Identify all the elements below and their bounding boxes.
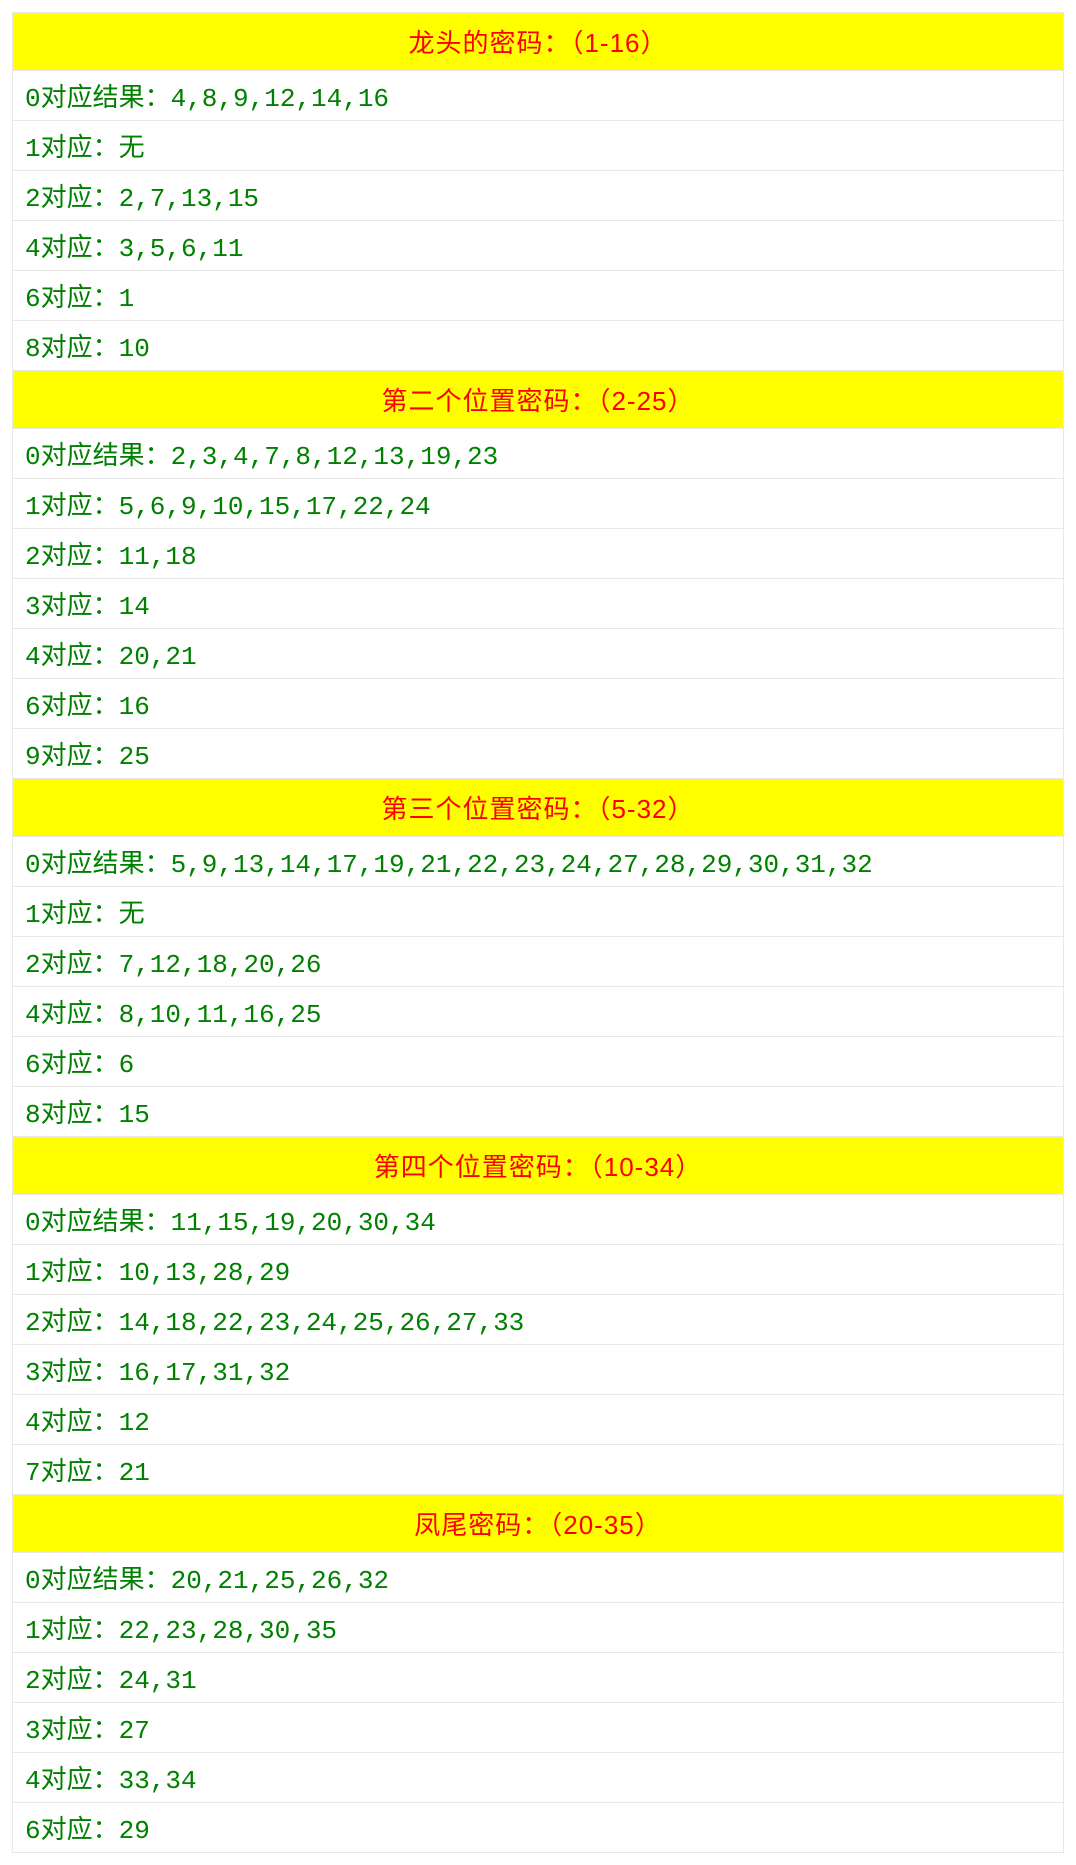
- data-row: 1对应：无: [12, 121, 1064, 171]
- section-header: 第二个位置密码：（2-25）: [12, 371, 1064, 429]
- section-header: 龙头的密码：（1-16）: [12, 12, 1064, 71]
- data-row: 1对应：无: [12, 887, 1064, 937]
- data-row: 1对应：5,6,9,10,15,17,22,24: [12, 479, 1064, 529]
- data-row: 4对应：3,5,6,11: [12, 221, 1064, 271]
- data-row: 3对应：27: [12, 1703, 1064, 1753]
- data-row: 0对应结果：20,21,25,26,32: [12, 1553, 1064, 1603]
- data-row: 3对应：16,17,31,32: [12, 1345, 1064, 1395]
- data-row: 6对应：29: [12, 1803, 1064, 1853]
- section-header: 凤尾密码：（20-35）: [12, 1495, 1064, 1553]
- section: 龙头的密码：（1-16）0对应结果：4,8,9,12,14,161对应：无2对应…: [12, 12, 1064, 371]
- page-container: 龙头的密码：（1-16）0对应结果：4,8,9,12,14,161对应：无2对应…: [0, 0, 1076, 1865]
- section-header: 第三个位置密码：（5-32）: [12, 779, 1064, 837]
- data-row: 0对应结果：5,9,13,14,17,19,21,22,23,24,27,28,…: [12, 837, 1064, 887]
- data-row: 2对应：14,18,22,23,24,25,26,27,33: [12, 1295, 1064, 1345]
- data-row: 4对应：33,34: [12, 1753, 1064, 1803]
- section: 第四个位置密码：（10-34）0对应结果：11,15,19,20,30,341对…: [12, 1137, 1064, 1495]
- section: 第三个位置密码：（5-32）0对应结果：5,9,13,14,17,19,21,2…: [12, 779, 1064, 1137]
- data-row: 0对应结果：11,15,19,20,30,34: [12, 1195, 1064, 1245]
- data-row: 6对应：6: [12, 1037, 1064, 1087]
- data-row: 2对应：7,12,18,20,26: [12, 937, 1064, 987]
- data-row: 2对应：24,31: [12, 1653, 1064, 1703]
- data-row: 7对应：21: [12, 1445, 1064, 1495]
- data-row: 6对应：1: [12, 271, 1064, 321]
- data-row: 8对应：15: [12, 1087, 1064, 1137]
- data-row: 1对应：22,23,28,30,35: [12, 1603, 1064, 1653]
- data-row: 1对应：10,13,28,29: [12, 1245, 1064, 1295]
- data-row: 4对应：20,21: [12, 629, 1064, 679]
- section-header: 第四个位置密码：（10-34）: [12, 1137, 1064, 1195]
- data-row: 4对应：12: [12, 1395, 1064, 1445]
- data-row: 8对应：10: [12, 321, 1064, 371]
- data-row: 3对应：14: [12, 579, 1064, 629]
- data-row: 6对应：16: [12, 679, 1064, 729]
- data-row: 2对应：11,18: [12, 529, 1064, 579]
- data-row: 2对应：2,7,13,15: [12, 171, 1064, 221]
- data-row: 0对应结果：2,3,4,7,8,12,13,19,23: [12, 429, 1064, 479]
- data-row: 9对应：25: [12, 729, 1064, 779]
- section: 凤尾密码：（20-35）0对应结果：20,21,25,26,321对应：22,2…: [12, 1495, 1064, 1853]
- data-row: 4对应：8,10,11,16,25: [12, 987, 1064, 1037]
- section: 第二个位置密码：（2-25）0对应结果：2,3,4,7,8,12,13,19,2…: [12, 371, 1064, 779]
- data-row: 0对应结果：4,8,9,12,14,16: [12, 71, 1064, 121]
